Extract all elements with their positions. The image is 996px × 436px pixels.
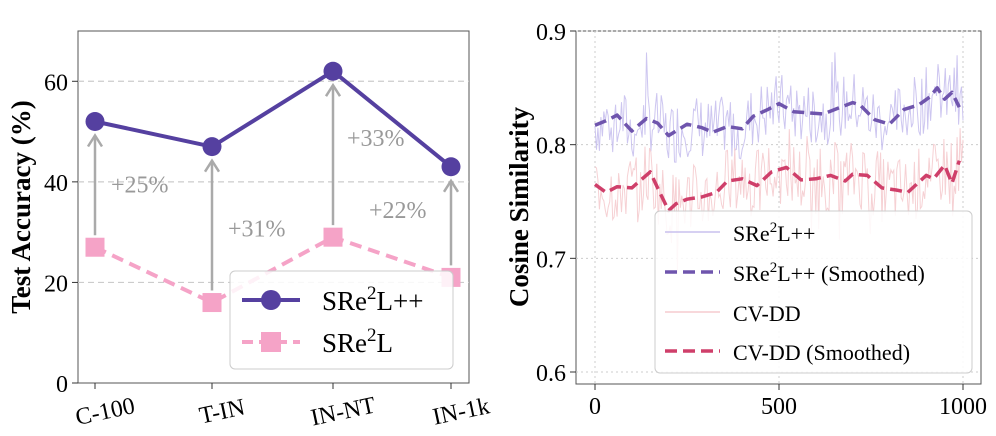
cosine-smoothed-series: [593, 86, 961, 213]
legend-label-smoothed-sre2l-plus: SRe2L++ (Smoothed): [733, 260, 925, 286]
improvement-annotations: +25% +31% +33% +22%: [111, 126, 427, 242]
accuracy-y-tick-label: 40: [44, 171, 68, 197]
legend-label-smoothed-cvdd: CV-DD (Smoothed): [733, 340, 910, 365]
cosine-x-tick-label: 1000: [939, 394, 987, 420]
legend-label-sre2l-plus: SRe2L++: [322, 283, 423, 316]
cosine-chart: 0.60.70.80.9 0 500 1000 Cosine Similarity …: [504, 20, 987, 420]
accuracy-x-tick-label: IN-NT: [309, 392, 379, 431]
cosine-y-tick-label: 0.8: [536, 134, 566, 160]
cosine-gridlines: [576, 30, 981, 384]
improvement-label: +25%: [111, 172, 169, 198]
accuracy-x-tick-label: C-100: [73, 393, 137, 431]
accuracy-series-line: [94, 68, 453, 169]
cosine-y-tick-label: 0.7: [536, 247, 566, 273]
accuracy-x-tick-label: T-IN: [197, 395, 247, 430]
cosine-legend-box: [654, 210, 973, 374]
improvement-arrows: [86, 82, 460, 291]
accuracy-point-marker: [441, 157, 461, 177]
improvement-arrow-head: [324, 82, 342, 97]
cosine-smoothed-line: [593, 160, 961, 213]
improvement-arrow-head: [203, 158, 221, 173]
accuracy-y-axis-label: Test Accuracy (%): [6, 100, 36, 313]
accuracy-point-marker: [85, 112, 105, 132]
cosine-x-tick-label: 500: [761, 394, 797, 420]
improvement-arrow-head: [442, 178, 460, 193]
accuracy-point-marker: [202, 293, 222, 313]
cosine-legend: SRe2L++ SRe2L++ (Smoothed) CV-DD CV-DD (…: [654, 210, 973, 374]
accuracy-y-tick-label: 60: [44, 70, 68, 96]
accuracy-point-marker: [323, 61, 343, 81]
accuracy-y-ticks: 0 20 40 60: [44, 70, 78, 398]
cosine-raw-line: [594, 52, 964, 163]
accuracy-x-tick-label: IN-1k: [430, 393, 491, 430]
cosine-x-ticks: 0 500 1000: [589, 384, 987, 420]
accuracy-y-tick-label: 0: [56, 372, 68, 398]
cosine-y-axis-label: Cosine Similarity: [504, 106, 534, 307]
legend-marker-sre2l: [261, 332, 281, 352]
accuracy-legend: SRe2L++ SRe2L: [229, 270, 454, 370]
accuracy-series: [85, 61, 461, 313]
legend-marker-sre2l-plus: [261, 290, 281, 310]
improvement-arrow-head: [86, 133, 104, 148]
accuracy-series-line: [94, 234, 452, 305]
accuracy-y-tick-label: 20: [44, 271, 68, 297]
accuracy-point-marker: [85, 237, 105, 257]
accuracy-point-marker: [323, 227, 343, 247]
cosine-y-tick-label: 0.9: [536, 20, 566, 46]
accuracy-legend-box: [229, 270, 454, 370]
cosine-x-tick-label: 0: [589, 394, 601, 420]
legend-label-raw-cvdd: CV-DD: [733, 301, 801, 326]
improvement-label: +33%: [347, 126, 405, 152]
accuracy-x-ticks: C-100 T-IN IN-NT IN-1k: [73, 383, 492, 431]
improvement-label: +22%: [369, 198, 427, 224]
cosine-y-ticks: 0.6 0.7 0.8 0.9: [536, 20, 576, 387]
accuracy-chart: 0 20 40 60 C-100 T-IN IN-NT IN-1k +25% +31% +33%…: [6, 30, 492, 431]
improvement-label: +31%: [228, 217, 286, 243]
accuracy-plot-frame: [77, 30, 470, 384]
legend-label-raw-sre2l-plus: SRe2L++: [733, 220, 815, 246]
accuracy-point-marker: [202, 137, 222, 157]
cosine-y-tick-label: 0.6: [536, 361, 566, 387]
cosine-smoothed-line: [594, 86, 961, 138]
legend-label-sre2l: SRe2L: [322, 325, 393, 358]
